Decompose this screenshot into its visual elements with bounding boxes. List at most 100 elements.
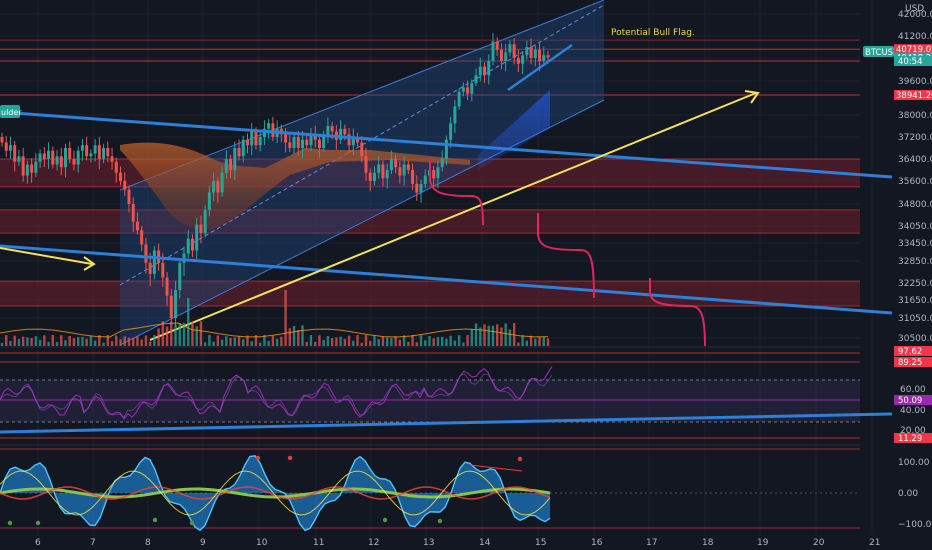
osc-divergence-line [469,464,523,472]
candle-body [34,161,38,173]
volume-bar [127,337,131,346]
candle-body [199,224,203,234]
oscillator-axis: 100.00 0.00 −100.00 [898,458,932,530]
rsi-tag-label: 11.29 [898,434,922,444]
flag-upper-line [507,43,573,92]
arrow-line-main [149,92,757,341]
pattern-label: ulder [1,108,22,117]
candle-body [347,134,351,146]
rsi-tick-label: 60.00 [900,385,926,395]
volume-ma-line [0,322,549,338]
arrow-line-left [0,247,93,265]
rsi-tag-label: 97.62 [898,347,922,357]
candle-body [51,150,55,165]
candle-body [423,175,427,184]
candle-body [89,153,93,157]
osc-money-flow [0,487,551,499]
volume-bar [153,335,156,346]
price-tick-label: 35600.00 [898,177,932,187]
candle-body [360,142,364,157]
volume-bar [521,335,524,346]
time-tick-label: 15 [535,538,546,548]
resistance-zone [0,281,860,306]
price-tag-box [894,89,932,100]
volume-bar [496,324,499,346]
volume-bar [491,325,495,346]
volume-bar [271,335,275,346]
volume-bar [474,323,478,346]
pattern-label-box [0,105,20,118]
candle-body [402,164,406,176]
candle-body [135,221,139,231]
volume-bar [195,326,198,346]
volume-bar [385,337,389,346]
price-tick-label: 31050.00 [898,314,932,324]
volume-bar [140,339,143,346]
rsi-tag-label: 89.25 [898,358,922,368]
volume-bar [457,335,461,346]
candle-body [203,209,207,234]
countdown-label: 40:54 [898,57,923,67]
oscillator-pane [0,448,860,532]
osc-signal-dot [287,455,293,461]
candle-body [8,145,12,151]
volume-bar [258,342,262,346]
candle-body [440,159,444,168]
volume-bar [377,339,380,346]
volume-bar [424,340,427,346]
candle-body [47,150,51,159]
candle-body [330,126,334,132]
candle-body [0,137,4,143]
osc-tick-label: 0.00 [898,489,918,499]
time-tick-label: 11 [313,538,324,548]
candle-body [148,262,152,274]
candle-body [127,189,131,204]
candle-body [68,148,72,159]
volume-bar [9,340,12,346]
volume-bar [394,336,397,346]
candle-body [415,183,419,193]
volume-bar [373,335,376,346]
volume-bar [81,336,84,346]
volume-bar [98,335,101,346]
price-tick-label: 31650.00 [898,296,932,306]
candle-body [546,55,550,58]
candle-body [529,47,533,58]
countdown-box [894,56,932,66]
time-tick-label: 19 [757,538,769,548]
time-tick-label: 17 [646,538,657,548]
time-tick-label: 8 [145,538,151,548]
volume-bar [360,342,363,346]
descending-trendline-lower [0,244,893,315]
volume-bar [525,340,529,346]
candle-body [356,137,360,143]
osc-signal-dot [7,520,13,526]
rsi-secondary-line [0,373,553,418]
candle-body [119,172,123,181]
volume-bar [170,321,173,346]
volume-bar [208,335,211,346]
volume-bar [542,337,545,346]
candle-body [326,126,330,137]
rsi-tick-label: 40.00 [900,406,926,416]
symbol-tag: BTCUSD [865,48,900,58]
volume-bar [85,338,88,346]
price-tick-label: 42000.00 [898,10,932,20]
candle-body [453,106,457,124]
candle-body [13,145,17,162]
volume-bar [436,337,440,346]
candle-body [25,164,29,176]
candle-body [85,145,89,157]
volume-bar [182,323,186,346]
price-tick-label: 33450.00 [898,239,932,249]
arrow-head-main [744,90,760,104]
volume-bar [301,325,304,346]
candle-body [114,161,118,173]
volume-bar [297,330,300,346]
candle-body [495,41,499,50]
candle-body [123,181,127,190]
candle-body [339,128,343,140]
volume-bar [13,335,16,346]
volume-bar [466,335,469,346]
